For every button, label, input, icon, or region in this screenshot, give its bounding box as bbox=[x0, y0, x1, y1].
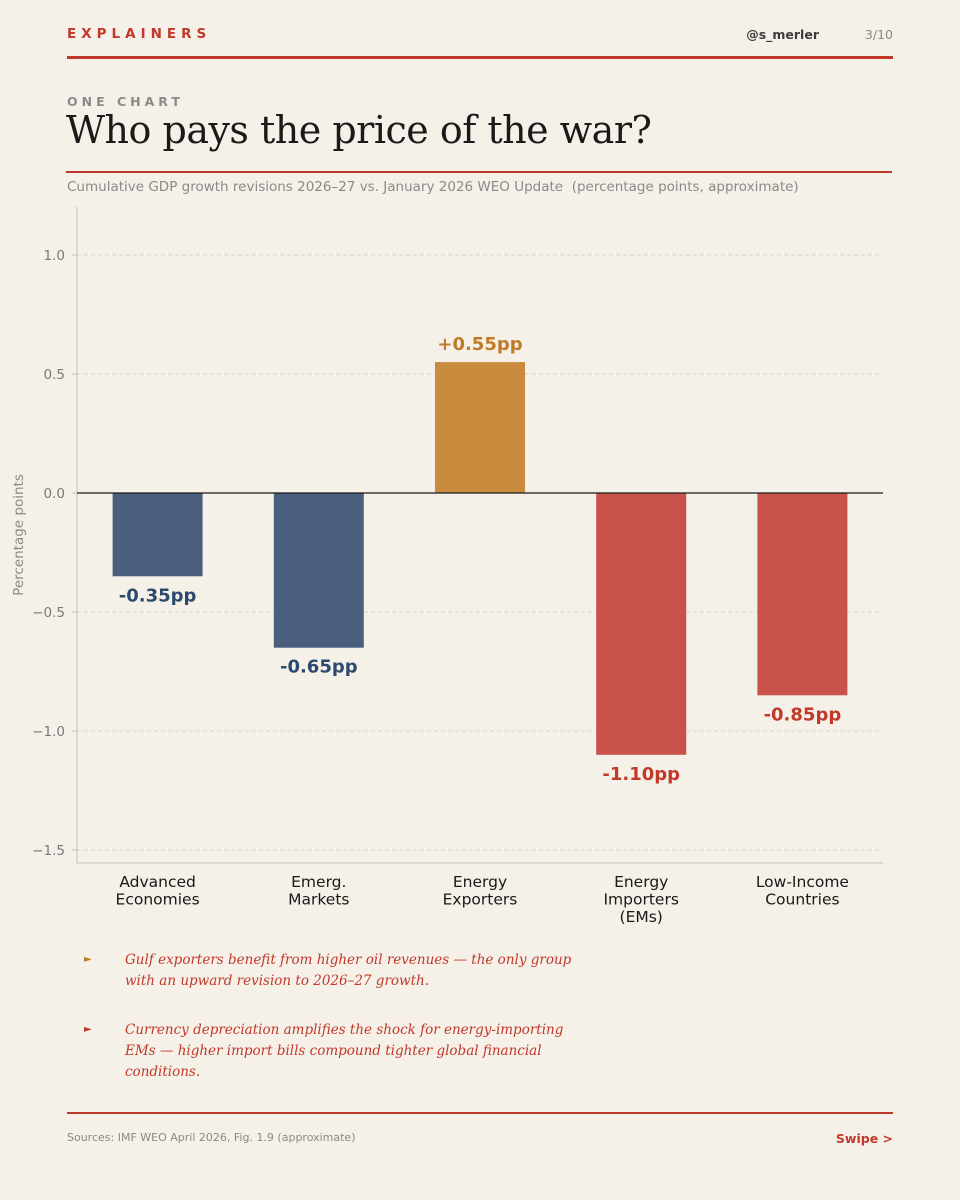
header-bar: EXPLAINERS @s_merler 3/10 bbox=[67, 26, 893, 46]
page-indicator: 3/10 bbox=[864, 27, 893, 42]
y-tick-label: −0.5 bbox=[32, 605, 65, 621]
brand-label: EXPLAINERS bbox=[67, 26, 212, 42]
x-tick-label: Markets bbox=[288, 891, 349, 909]
title-divider bbox=[66, 171, 892, 173]
bullet-icon: ► bbox=[84, 954, 92, 965]
x-tick-label: Exporters bbox=[443, 891, 518, 909]
bar bbox=[273, 493, 364, 648]
x-tick-label: (EMs) bbox=[620, 908, 663, 926]
chart-subtitle: Cumulative GDP growth revisions 2026–27 … bbox=[67, 179, 799, 195]
note-item: ► Currency depreciation amplifies the sh… bbox=[84, 1020, 784, 1083]
bullet-icon: ► bbox=[84, 1024, 92, 1035]
x-tick-label: Low-Income bbox=[756, 873, 849, 891]
header-divider bbox=[67, 56, 893, 59]
y-tick-label: 0.0 bbox=[44, 486, 65, 502]
note-item: ► Gulf exporters benefit from higher oil… bbox=[84, 950, 784, 992]
y-tick-label: −1.5 bbox=[32, 843, 65, 859]
x-tick-label: Emerg. bbox=[291, 873, 346, 891]
note-text: Gulf exporters benefit from higher oil r… bbox=[125, 952, 572, 989]
data-label: -0.85pp bbox=[764, 704, 842, 725]
data-label: -0.65pp bbox=[280, 657, 358, 678]
bar bbox=[435, 362, 525, 493]
note-text: Currency depreciation amplifies the shoc… bbox=[125, 1022, 564, 1080]
y-tick-label: 0.5 bbox=[44, 367, 65, 383]
footer-divider bbox=[67, 1112, 893, 1114]
kicker-label: ONE CHART bbox=[67, 94, 184, 109]
notes-list: ► Gulf exporters benefit from higher oil… bbox=[84, 950, 784, 1111]
x-tick-label: Countries bbox=[765, 891, 839, 909]
author-handle[interactable]: @s_merler bbox=[746, 27, 819, 42]
data-label: -0.35pp bbox=[119, 585, 197, 606]
bar bbox=[596, 493, 687, 755]
bar-chart: 1.0 0.5 0.0 −0.5 −1.0 −1.5 Percentage points -0… bbox=[11, 207, 883, 926]
swipe-button[interactable]: Swipe > bbox=[835, 1131, 893, 1146]
y-axis-label: Percentage points bbox=[11, 474, 27, 596]
x-tick-label: Energy bbox=[453, 873, 507, 891]
data-label: +0.55pp bbox=[437, 334, 522, 355]
x-tick-label: Importers bbox=[603, 891, 678, 909]
sources-note: Sources: IMF WEO April 2026, Fig. 1.9 (a… bbox=[67, 1131, 356, 1144]
page-title: Who pays the price of the war? bbox=[66, 108, 652, 152]
y-tick-label: −1.0 bbox=[32, 724, 65, 740]
data-label: -1.10pp bbox=[602, 764, 680, 785]
bar bbox=[112, 493, 203, 577]
x-tick-label: Economies bbox=[116, 891, 200, 909]
bar bbox=[757, 493, 848, 696]
y-tick-label: 1.0 bbox=[44, 248, 65, 264]
x-tick-label: Advanced bbox=[119, 873, 196, 891]
x-tick-label: Energy bbox=[614, 873, 668, 891]
